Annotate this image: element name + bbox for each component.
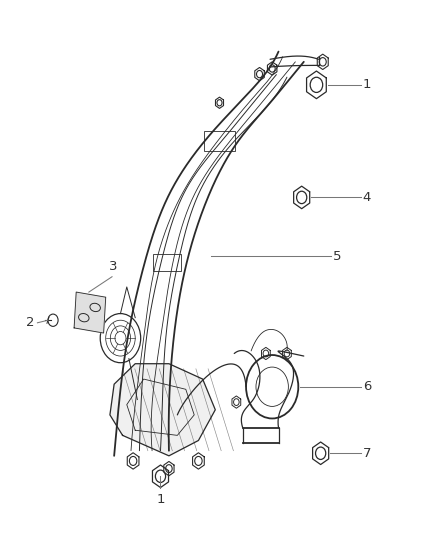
Text: 3: 3 [108,260,117,273]
Polygon shape [74,292,106,333]
Polygon shape [110,364,215,456]
Text: 2: 2 [26,316,35,329]
Text: 4: 4 [362,191,370,204]
Text: 1: 1 [156,492,164,506]
Text: 7: 7 [362,447,371,460]
Text: 1: 1 [362,78,371,91]
Bar [204,132,234,151]
Bar [153,254,180,271]
Text: 6: 6 [362,380,370,393]
Text: 5: 5 [332,250,341,263]
